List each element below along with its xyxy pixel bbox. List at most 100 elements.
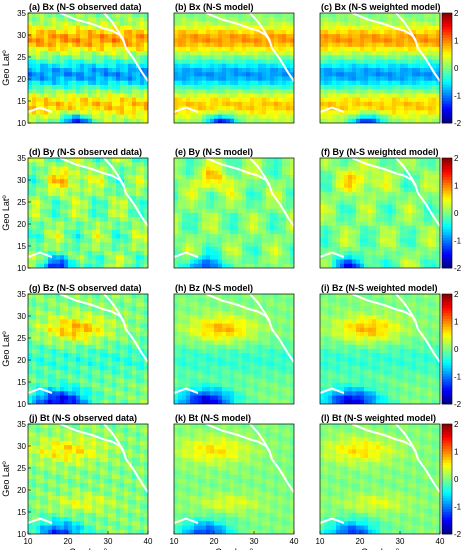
- heatmap-cell: [274, 183, 279, 189]
- heatmap-cell: [348, 38, 353, 44]
- heatmap-cell: [436, 72, 440, 77]
- heatmap-cell: [286, 191, 291, 197]
- heatmap-cell: [230, 84, 235, 90]
- heatmap-cell: [234, 204, 239, 210]
- heatmap-cell: [96, 13, 101, 18]
- heatmap-cell: [246, 213, 251, 218]
- heatmap-cell: [376, 106, 381, 111]
- heatmap-cell: [392, 55, 397, 60]
- heatmap-cell: [246, 106, 251, 111]
- heatmap-cell: [282, 183, 287, 189]
- heatmap-cell: [96, 179, 101, 184]
- heatmap-cell: [136, 294, 141, 299]
- heatmap-cell: [140, 76, 145, 82]
- colorbar-cell: [442, 240, 452, 244]
- heatmap-cell: [140, 191, 145, 197]
- heatmap-cell: [274, 251, 279, 256]
- heatmap-cell: [88, 68, 93, 73]
- heatmap-cell: [340, 68, 345, 73]
- y-axis-label-text: Geo Lat: [1, 53, 11, 86]
- heatmap-cell: [198, 38, 203, 44]
- heatmap-cell: [190, 97, 195, 103]
- heatmap-cell: [286, 97, 291, 103]
- heatmap-cell: [262, 118, 267, 123]
- heatmap-cell: [140, 200, 145, 205]
- heatmap-cell: [412, 187, 417, 193]
- heatmap-cell: [230, 46, 235, 52]
- heatmap-cell: [80, 158, 85, 163]
- colorbar-cell: [442, 32, 452, 36]
- heatmap-cell: [380, 110, 385, 115]
- heatmap-cell: [222, 25, 227, 31]
- heatmap-cell: [258, 259, 263, 265]
- heatmap-cell: [214, 17, 219, 22]
- heatmap-cell: [376, 229, 381, 235]
- heatmap-cell: [104, 213, 109, 218]
- heatmap-cell: [246, 234, 251, 239]
- heatmap-cell: [108, 93, 113, 99]
- heatmap-cell: [120, 238, 125, 244]
- heatmap-cell: [332, 183, 337, 189]
- heatmap-cell: [356, 42, 361, 48]
- heatmap-cell: [428, 21, 433, 27]
- heatmap-cell: [274, 187, 279, 193]
- heatmap-cell: [384, 179, 389, 184]
- heatmap-cell: [174, 162, 179, 167]
- heatmap-cell: [194, 238, 199, 244]
- heatmap-cell: [250, 51, 255, 56]
- heatmap-cell: [112, 217, 117, 222]
- heatmap-cell: [116, 246, 121, 252]
- heatmap-cell: [132, 204, 137, 210]
- heatmap-cell: [32, 229, 37, 235]
- heatmap-cell: [132, 63, 137, 69]
- heatmap-cell: [376, 242, 381, 248]
- heatmap-cell: [96, 89, 101, 94]
- heatmap-cell: [246, 68, 251, 73]
- y-axis-label: Geo Lato: [1, 195, 11, 231]
- heatmap-cell: [72, 110, 77, 115]
- heatmap-cell: [388, 84, 393, 90]
- heatmap-cell: [408, 63, 413, 69]
- heatmap-cell: [52, 101, 57, 107]
- heatmap-cell: [96, 306, 101, 312]
- heatmap-cell: [84, 263, 89, 268]
- heatmap-cell: [400, 114, 405, 120]
- heatmap-cell: [384, 13, 389, 18]
- heatmap-cell: [182, 225, 187, 231]
- heatmap-cell: [320, 38, 325, 44]
- heatmap-cell: [412, 101, 417, 107]
- heatmap-cell: [182, 68, 187, 73]
- heatmap-cell: [356, 234, 361, 239]
- heatmap-cell: [186, 242, 191, 248]
- heatmap-cell: [120, 294, 125, 299]
- heatmap-cell: [96, 200, 101, 205]
- heatmap-cell: [274, 55, 279, 60]
- heatmap-cell: [88, 200, 93, 205]
- heatmap-cell: [238, 229, 243, 235]
- heatmap-cell: [32, 68, 37, 73]
- heatmap-cell: [120, 118, 125, 123]
- heatmap-cell: [324, 29, 329, 35]
- heatmap-cell: [80, 97, 85, 103]
- heatmap-cell: [40, 255, 45, 260]
- heatmap-cell: [84, 101, 89, 107]
- heatmap-cell: [254, 183, 259, 189]
- heatmap-cell: [40, 114, 45, 120]
- heatmap-cell: [72, 72, 77, 77]
- heatmap-cell: [174, 17, 179, 22]
- heatmap-cell: [120, 59, 125, 65]
- heatmap-cell: [404, 17, 409, 22]
- heatmap-cell: [332, 158, 337, 163]
- heatmap-cell: [400, 217, 405, 222]
- heatmap-cell: [80, 76, 85, 82]
- heatmap-cell: [48, 29, 53, 35]
- heatmap-cell: [36, 208, 41, 214]
- heatmap-cell: [124, 263, 129, 268]
- heatmap-cell: [396, 221, 401, 227]
- heatmap-cell: [340, 229, 345, 235]
- heatmap-cell: [328, 187, 333, 193]
- heatmap-cell: [372, 76, 377, 82]
- heatmap-cell: [108, 310, 113, 316]
- heatmap-cell: [368, 251, 373, 256]
- heatmap-cell: [144, 204, 148, 210]
